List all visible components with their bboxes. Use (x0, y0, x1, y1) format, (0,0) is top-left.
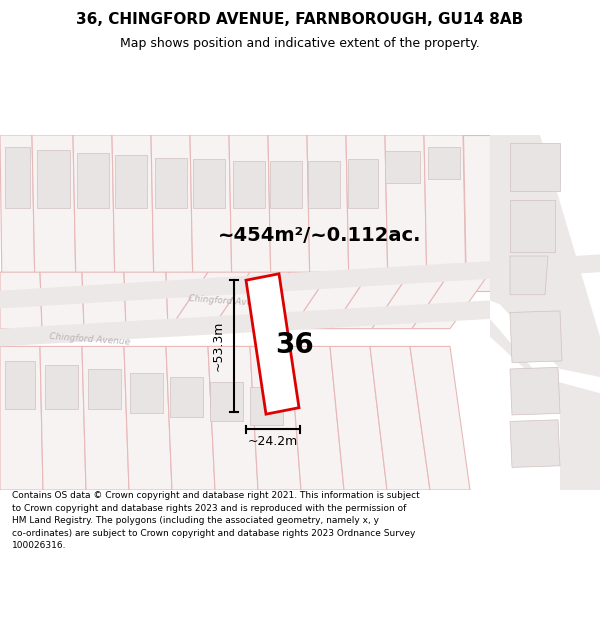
Polygon shape (130, 373, 163, 413)
Polygon shape (428, 147, 460, 179)
Polygon shape (510, 199, 555, 252)
Polygon shape (0, 254, 600, 309)
Polygon shape (250, 387, 283, 426)
Polygon shape (210, 382, 243, 421)
Polygon shape (229, 135, 271, 291)
Polygon shape (0, 346, 43, 490)
Polygon shape (32, 135, 76, 291)
Polygon shape (250, 346, 301, 490)
Polygon shape (424, 135, 466, 291)
Polygon shape (290, 346, 344, 490)
Polygon shape (40, 272, 84, 329)
Text: Chingford Avenue: Chingford Avenue (49, 332, 131, 346)
Polygon shape (212, 272, 290, 329)
Polygon shape (330, 346, 387, 490)
Text: Map shows position and indicative extent of the property.: Map shows position and indicative extent… (120, 38, 480, 51)
Polygon shape (45, 365, 78, 409)
Text: ~454m²/~0.112ac.: ~454m²/~0.112ac. (218, 226, 422, 246)
Polygon shape (490, 135, 600, 490)
Text: ~24.2m: ~24.2m (248, 435, 298, 448)
Polygon shape (0, 135, 35, 291)
Polygon shape (190, 135, 232, 291)
Polygon shape (166, 272, 208, 329)
Polygon shape (268, 135, 310, 291)
Polygon shape (510, 368, 560, 415)
Polygon shape (252, 272, 330, 329)
Polygon shape (385, 135, 427, 291)
Polygon shape (170, 272, 250, 329)
Text: Contains OS data © Crown copyright and database right 2021. This information is : Contains OS data © Crown copyright and d… (12, 491, 420, 551)
Polygon shape (151, 135, 193, 291)
Polygon shape (308, 161, 340, 208)
Polygon shape (385, 151, 420, 183)
Text: 36: 36 (275, 331, 314, 359)
Polygon shape (292, 272, 370, 329)
Polygon shape (82, 346, 129, 490)
Polygon shape (155, 158, 187, 208)
Polygon shape (346, 135, 388, 291)
Text: 36, CHINGFORD AVENUE, FARNBOROUGH, GU14 8AB: 36, CHINGFORD AVENUE, FARNBOROUGH, GU14 … (76, 12, 524, 28)
Text: Chingford Ave: Chingford Ave (188, 294, 252, 307)
Polygon shape (37, 149, 70, 208)
Polygon shape (0, 301, 490, 346)
Polygon shape (77, 152, 109, 208)
Polygon shape (307, 135, 349, 291)
Polygon shape (88, 369, 121, 409)
Polygon shape (40, 346, 86, 490)
Polygon shape (270, 161, 302, 208)
Polygon shape (112, 135, 154, 291)
Polygon shape (124, 272, 168, 329)
Polygon shape (510, 420, 560, 468)
Polygon shape (332, 272, 410, 329)
Polygon shape (348, 159, 378, 208)
Polygon shape (246, 274, 299, 414)
Polygon shape (166, 346, 215, 490)
Text: ~53.3m: ~53.3m (212, 321, 224, 371)
Polygon shape (0, 272, 42, 329)
Polygon shape (463, 135, 490, 291)
Polygon shape (73, 135, 115, 291)
Polygon shape (372, 272, 450, 329)
Polygon shape (82, 272, 126, 329)
Polygon shape (115, 155, 147, 208)
Polygon shape (170, 377, 203, 418)
Polygon shape (124, 346, 172, 490)
Polygon shape (5, 147, 30, 208)
Polygon shape (193, 159, 225, 208)
Polygon shape (510, 311, 562, 362)
Polygon shape (5, 361, 35, 409)
Polygon shape (208, 346, 258, 490)
Polygon shape (412, 272, 490, 329)
Polygon shape (370, 346, 430, 490)
Polygon shape (510, 256, 548, 295)
Polygon shape (233, 161, 265, 208)
Polygon shape (410, 346, 470, 490)
Polygon shape (510, 143, 560, 191)
